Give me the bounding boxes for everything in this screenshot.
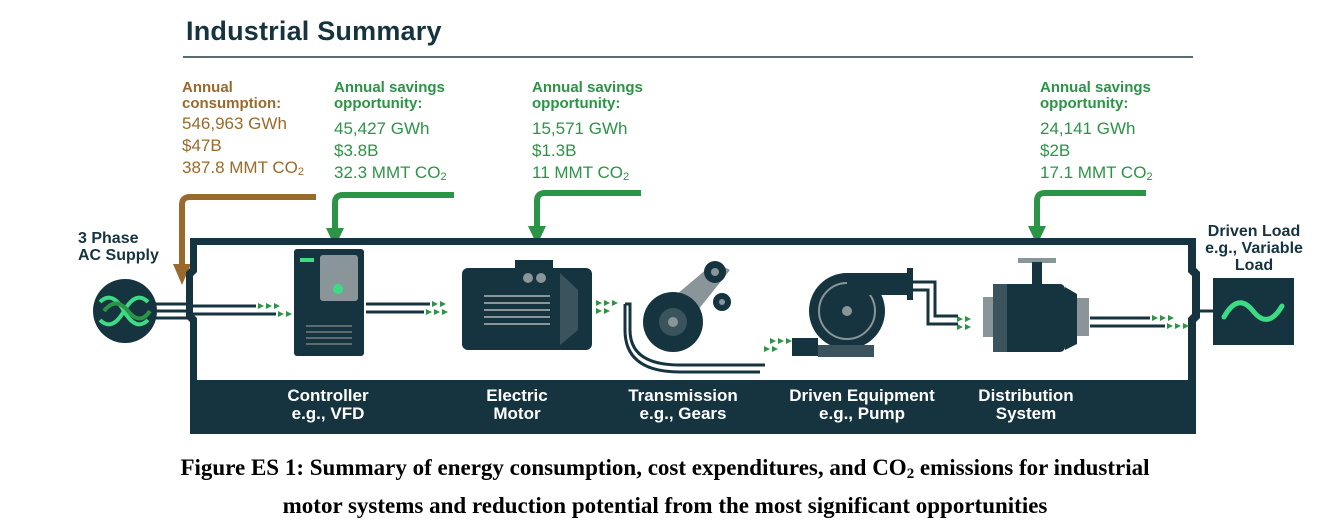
savings-energy: 24,141 GWh [1040, 119, 1136, 138]
component-label-transmission: Transmission e.g., Gears [628, 386, 738, 423]
consumption-co2: 387.8 MMT CO2 [182, 158, 305, 179]
driven-load-label: Driven Load e.g., Variable Load [1205, 223, 1303, 274]
annual-consumption-block: Annual consumption: 546,963 GWh $47B 387… [182, 80, 304, 183]
component-label-driven-equipment: Driven Equipment e.g., Pump [789, 386, 935, 423]
savings-cost: $1.3B [532, 141, 577, 160]
motor-system-diagram [93, 190, 1294, 434]
savings-co2: 17.1 MMT CO2 [1040, 163, 1153, 184]
savings-arrow-motor [534, 190, 641, 228]
savings-block-distribution: Annual savings opportunity: 24,141 GWh $2… [1040, 80, 1153, 188]
savings-block-controller: Annual savings opportunity: 45,427 GWh $3… [334, 80, 447, 188]
component-label-controller: Controller e.g., VFD [287, 386, 369, 423]
savings-arrow-distribution [1034, 190, 1146, 228]
variable-load-icon [1213, 278, 1294, 345]
distribution-system-icon [983, 258, 1089, 352]
consumption-energy: 546,963 GWh [182, 114, 287, 133]
power-flow-lines [192, 302, 1213, 328]
component-label-motor: Electric Motor [486, 386, 548, 423]
savings-co2: 32.3 MMT CO2 [334, 163, 447, 184]
savings-block-motor: Annual savings opportunity: 15,571 GWh $1… [532, 80, 643, 188]
figure-caption: Figure ES 1: Summary of energy consumpti… [180, 455, 1150, 518]
savings-cost: $2B [1040, 141, 1071, 160]
component-label-distribution: Distribution System [978, 386, 1074, 423]
savings-cost: $3.8B [334, 141, 379, 160]
consumption-cost: $47B [182, 136, 222, 155]
ac-supply-label: 3 Phase AC Supply [78, 230, 159, 264]
page-title: Industrial Summary [186, 16, 442, 46]
savings-energy: 45,427 GWh [334, 119, 430, 138]
savings-energy: 15,571 GWh [532, 119, 628, 138]
savings-co2: 11 MMT CO2 [532, 163, 630, 184]
vfd-controller-icon [294, 249, 364, 356]
consumption-arrow [179, 194, 316, 268]
title-divider [183, 56, 1193, 58]
transmission-gears-icon [623, 261, 765, 374]
consumption-arrowhead [173, 264, 191, 285]
electric-motor-icon [462, 260, 592, 350]
pump-icon [792, 268, 958, 357]
consumption-heading: Annual consumption: [182, 79, 282, 112]
savings-arrow-controller [332, 192, 454, 232]
